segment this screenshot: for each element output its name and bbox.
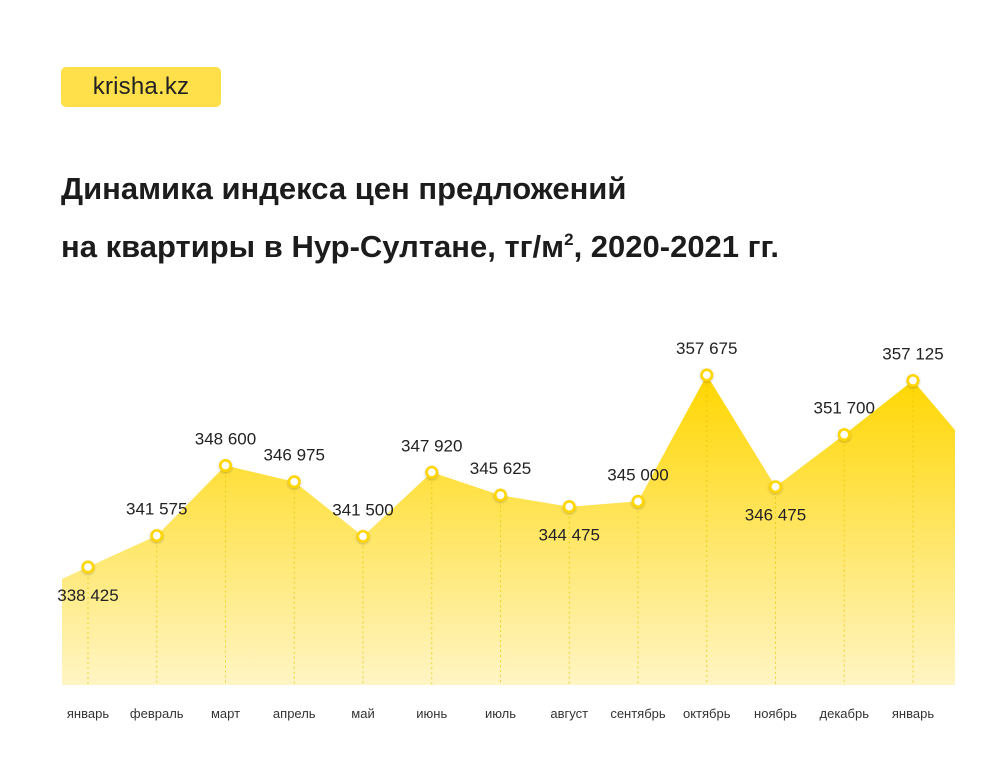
month-label: декабрь bbox=[820, 706, 870, 721]
title-line-2-tail: , 2020-2021 гг. bbox=[573, 229, 779, 264]
value-label: 345 000 bbox=[607, 465, 668, 484]
data-point bbox=[768, 480, 782, 494]
title-line-1: Динамика индекса цен предложений bbox=[61, 171, 627, 206]
value-label: 347 920 bbox=[401, 436, 462, 455]
data-point bbox=[906, 373, 920, 387]
month-label: сентябрь bbox=[610, 706, 666, 721]
month-label: ноябрь bbox=[754, 706, 797, 721]
month-label: февраль bbox=[130, 706, 184, 721]
title-line-2-main: на квартиры в Нур-Султане, тг/м bbox=[61, 229, 565, 264]
month-label: январь bbox=[67, 706, 109, 721]
data-point bbox=[631, 494, 645, 508]
logo-text: krisha.kz bbox=[92, 73, 190, 100]
month-labels: январь февраль март апрель май июнь июль август… bbox=[67, 706, 934, 721]
data-point bbox=[150, 529, 164, 543]
month-label: июнь bbox=[416, 706, 447, 721]
value-label: 346 975 bbox=[264, 446, 325, 465]
krisha-logo: krisha.kz bbox=[61, 67, 221, 107]
price-area bbox=[62, 375, 955, 685]
title-line-2: на квартиры в Нур-Султане, тг/м2, 2020-2… bbox=[61, 218, 961, 276]
month-label: апрель bbox=[273, 706, 316, 721]
value-label: 344 475 bbox=[539, 526, 600, 545]
area-layer bbox=[62, 375, 955, 685]
month-label: май bbox=[351, 706, 374, 721]
data-point bbox=[219, 459, 233, 473]
value-label: 357 125 bbox=[882, 345, 943, 364]
value-label: 357 675 bbox=[676, 339, 737, 358]
value-labels: 338 425 341 575 348 600 346 975 341 500 347 9… bbox=[57, 339, 943, 605]
value-label: 341 575 bbox=[126, 500, 187, 519]
value-label: 345 625 bbox=[470, 459, 531, 478]
value-label: 346 475 bbox=[745, 506, 806, 525]
data-point bbox=[837, 428, 851, 442]
month-label: март bbox=[211, 706, 240, 721]
data-markers bbox=[81, 368, 920, 574]
month-label: август bbox=[550, 706, 588, 721]
data-point bbox=[562, 500, 576, 514]
value-label: 351 700 bbox=[814, 399, 875, 418]
guide-lines bbox=[87, 380, 914, 685]
chart-title: Динамика индекса цен предложений на квар… bbox=[61, 160, 961, 276]
month-label: июль bbox=[485, 706, 516, 721]
data-point bbox=[81, 560, 95, 574]
value-label: 348 600 bbox=[195, 430, 256, 449]
data-point bbox=[425, 465, 439, 479]
data-point bbox=[287, 475, 301, 489]
month-label: октябрь bbox=[683, 706, 731, 721]
data-point bbox=[356, 529, 370, 543]
data-point bbox=[700, 368, 714, 382]
value-label: 338 425 bbox=[57, 586, 118, 605]
month-label: январь bbox=[892, 706, 934, 721]
data-point bbox=[493, 488, 507, 502]
value-label: 341 500 bbox=[332, 500, 393, 519]
title-superscript: 2 bbox=[564, 230, 574, 249]
